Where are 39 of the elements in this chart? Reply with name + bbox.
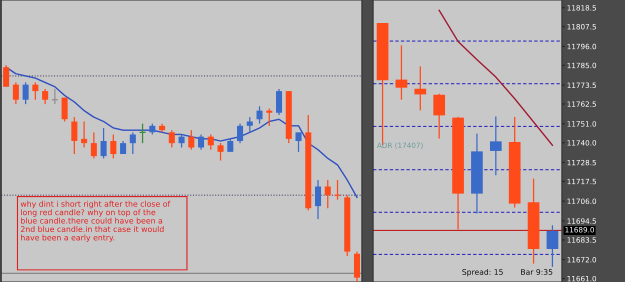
candlestick bbox=[296, 132, 302, 152]
candlestick bbox=[32, 82, 38, 100]
candlestick bbox=[100, 127, 107, 159]
candlestick bbox=[396, 44, 408, 100]
candlestick bbox=[314, 179, 322, 220]
candlestick bbox=[149, 123, 156, 136]
candlestick bbox=[256, 106, 263, 124]
candlestick bbox=[90, 132, 97, 159]
candlestick bbox=[324, 179, 331, 209]
candlestick bbox=[71, 116, 78, 155]
candlestick bbox=[110, 134, 116, 159]
candlestick bbox=[246, 116, 253, 133]
candlestick bbox=[208, 134, 214, 150]
candlestick bbox=[354, 251, 360, 282]
candlestick bbox=[3, 64, 10, 88]
candlestick bbox=[168, 130, 175, 148]
candlestick bbox=[51, 88, 59, 105]
candlestick bbox=[120, 140, 126, 155]
candlestick bbox=[81, 120, 88, 148]
candlestick bbox=[12, 82, 19, 105]
candlestick bbox=[62, 96, 68, 122]
candlestick bbox=[42, 88, 48, 105]
candlestick bbox=[237, 123, 244, 144]
candlestick bbox=[490, 116, 502, 176]
candlestick bbox=[414, 66, 426, 112]
candlestick bbox=[188, 130, 194, 150]
candlestick bbox=[433, 93, 446, 140]
candlestick bbox=[546, 224, 558, 268]
candlestick bbox=[138, 123, 146, 144]
candlestick bbox=[22, 82, 29, 105]
candlestick bbox=[266, 108, 272, 126]
candlestick bbox=[178, 134, 185, 148]
candlestick bbox=[130, 132, 136, 155]
candlestick bbox=[198, 134, 204, 150]
candlestick bbox=[227, 138, 234, 152]
candlestick bbox=[334, 179, 342, 200]
candlestick bbox=[276, 88, 282, 116]
line-series bbox=[438, 10, 554, 146]
candlestick bbox=[218, 142, 224, 162]
